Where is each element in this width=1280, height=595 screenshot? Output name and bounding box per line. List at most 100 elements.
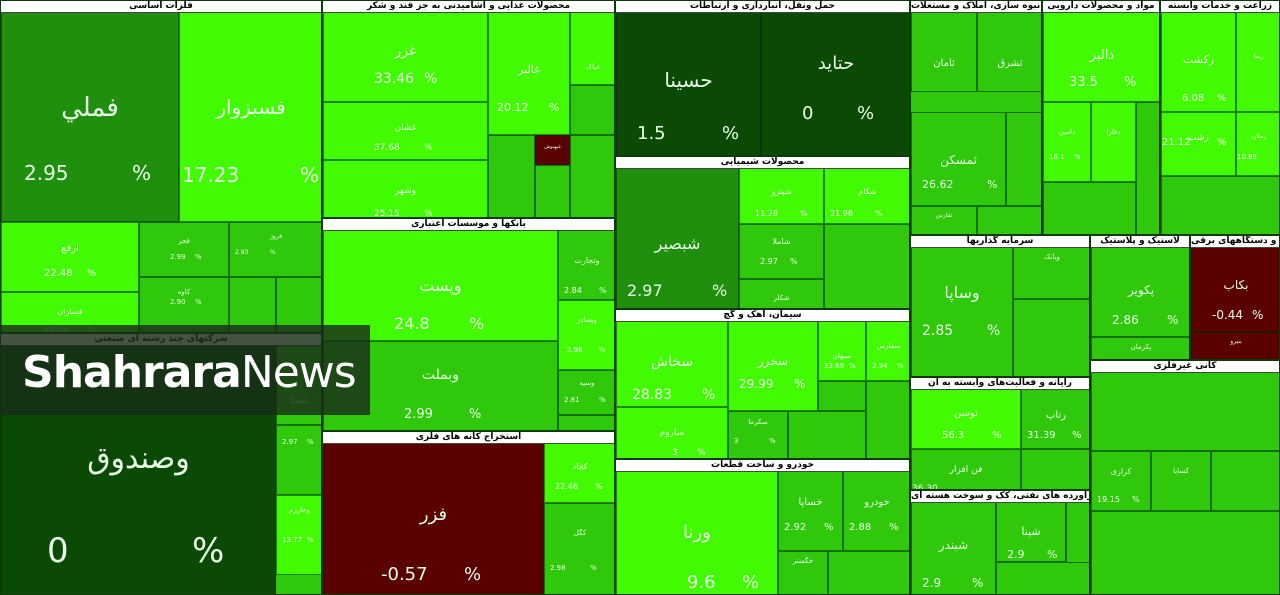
stock-tile[interactable]: شبندر 2.9% <box>911 502 996 594</box>
sector-title: فراورده های نفتی، کک و سوخت هسته ای <box>911 491 1089 503</box>
stock-symbol: غبهنوش <box>544 144 561 150</box>
sector-title: محصولات شیمیایی <box>616 157 909 169</box>
change-value: 56.3 <box>942 430 965 441</box>
stock-tile[interactable]: خساپا 2.92% <box>778 471 843 551</box>
stock-tile[interactable]: دفارا <box>1091 102 1136 182</box>
stock-tile[interactable]: حسينا 1.5% <box>616 12 761 155</box>
stock-symbol: ساروم <box>659 428 685 438</box>
change-value: 2.9 <box>1007 548 1025 561</box>
stock-symbol: فروژ <box>270 233 282 240</box>
stock-tile[interactable]: کرازی 19.15% <box>1091 451 1151 511</box>
stock-tile[interactable]: بنيرو <box>1191 332 1279 359</box>
stock-tile[interactable]: پکرمان <box>1091 337 1189 359</box>
sector-title: رایانه و فعالیت‌های وابسته به آن <box>911 378 1089 390</box>
stock-tile[interactable]: کچاد 22.46% <box>544 443 614 503</box>
stock-tile[interactable]: شکام 21.98% <box>824 168 909 224</box>
stock-symbol: غالبر <box>518 63 540 76</box>
stock-tile[interactable]: توسن 56.3% <box>911 389 1021 449</box>
stock-tile[interactable]: 2.97% <box>276 425 321 495</box>
stock-tile[interactable]: زكشت 6.08% <box>1161 12 1236 112</box>
filler-tile <box>996 562 1089 594</box>
change-value: 36.30 <box>912 484 938 490</box>
stock-tile[interactable]: دامين 16.1% <box>1043 102 1091 182</box>
stock-tile[interactable]: وشهر 25.15% <box>323 160 488 217</box>
stock-symbol: سخزر <box>757 354 789 368</box>
stock-tile[interactable]: کساپا <box>1151 451 1211 511</box>
stock-tile[interactable]: حتايد 0% <box>761 12 909 155</box>
stock-tile[interactable]: وخارزم 13.77% <box>276 495 321 575</box>
stock-tile[interactable]: رتاپ 31.39% <box>1021 389 1089 449</box>
stock-tile[interactable]: شپنا 2.9% <box>996 502 1066 562</box>
stock-tile[interactable]: شکلر <box>739 279 824 308</box>
stock-tile[interactable]: سخزر 29.99% <box>728 321 818 411</box>
stock-tile[interactable]: سفارس 2.94% <box>866 321 909 381</box>
stock-tile[interactable]: فزر -0.57% <box>323 443 544 594</box>
sector-0: فملي2.95%فسبزوار17.23%ارفع22.48%فسازان34… <box>0 0 322 333</box>
stock-tile[interactable]: وساپا 2.85% <box>911 247 1013 376</box>
percent-sign: % <box>897 362 904 370</box>
stock-tile[interactable]: فن افزار 36.30 <box>911 449 1021 490</box>
stock-tile[interactable]: ساروم 3% <box>616 407 728 458</box>
stock-tile[interactable]: غشان 37.68% <box>323 102 488 160</box>
stock-symbol: شپترو <box>771 187 792 196</box>
stock-tile[interactable]: فجر 2.99% <box>139 222 229 277</box>
percent-sign: % <box>800 209 808 218</box>
stock-tile[interactable]: ارفع 22.48% <box>1 222 139 292</box>
stock-tile[interactable]: غالبر 20.12% <box>488 12 570 135</box>
filler-tile <box>824 224 909 308</box>
stock-tile[interactable]: ثمسكن 26.62% <box>911 112 1006 206</box>
stock-tile[interactable]: ورنا 9.6% <box>616 471 778 594</box>
stock-tile[interactable]: سبهان 33.69% <box>818 321 866 381</box>
stock-tile[interactable]: وپست 24.8% <box>323 230 558 341</box>
stock-symbol: وشهر <box>394 186 416 196</box>
stock-tile[interactable]: دالبر 33.5% <box>1043 12 1159 102</box>
stock-tile[interactable]: غپاک <box>570 12 614 85</box>
stock-symbol: دالبر <box>1089 48 1115 63</box>
stock-symbol: رتاپ <box>1045 410 1067 421</box>
stock-tile[interactable]: کگل 2.98% <box>544 503 614 594</box>
change-value: 2.95 <box>24 161 69 185</box>
stock-tile[interactable]: سخاش 28.83% <box>616 321 728 407</box>
stock-tile[interactable]: ثشرق2.98% <box>977 12 1041 92</box>
stock-tile[interactable]: پکوير 2.86% <box>1091 247 1189 337</box>
stock-tile[interactable]: بكاب -0.44% <box>1191 247 1279 332</box>
stock-tile[interactable]: زبينا <box>1236 12 1279 112</box>
stock-tile[interactable]: شاملا 2.97% <box>739 224 824 279</box>
filler-tile <box>488 135 535 217</box>
stock-symbol: بكاب <box>1223 278 1249 292</box>
stock-tile[interactable]: زشت 21.12% <box>1161 112 1236 176</box>
stock-tile[interactable]: زملارد 10.85 <box>1236 112 1279 176</box>
stock-tile[interactable]: وتجارت 2.84% <box>558 230 614 300</box>
percent-sign: % <box>794 377 806 391</box>
change-value: 31.39 <box>1027 430 1056 441</box>
stock-tile[interactable]: وبصادر 2.98% <box>558 300 614 370</box>
stock-tile[interactable]: وبانک <box>1013 247 1089 299</box>
change-value: 20.12 <box>497 101 529 114</box>
stock-tile[interactable]: فملي 2.95% <box>1 12 179 222</box>
filler-tile <box>229 277 276 332</box>
stock-symbol: سکرما <box>748 418 768 426</box>
change-value: 33.5 <box>1069 75 1098 90</box>
stock-tile[interactable]: ثفارس <box>911 206 977 234</box>
stock-symbol: زشت <box>1188 133 1209 143</box>
stock-tile[interactable]: خودرو 2.88% <box>843 471 909 551</box>
stock-tile[interactable]: وسپه 2.81% <box>558 370 614 415</box>
stock-tile[interactable]: ثامان2.99% <box>911 12 977 92</box>
stock-tile[interactable]: فروژ 2.93% <box>229 222 321 277</box>
percent-sign: % <box>972 576 984 590</box>
stock-tile[interactable]: شپترو 11.28% <box>739 168 824 224</box>
stock-tile[interactable]: شبصير 2.97% <box>616 168 739 308</box>
stock-tile[interactable]: کاوه 2.90% <box>139 277 229 332</box>
percent-sign: % <box>599 286 607 295</box>
stock-tile[interactable]: سکرما 3% <box>728 411 788 458</box>
filler-tile <box>1021 449 1089 489</box>
change-value: -0.44 <box>1212 308 1244 322</box>
change-value: 2.92 <box>784 522 807 533</box>
stock-tile[interactable]: غزر 33.46% <box>323 12 488 102</box>
stock-symbol: کاوه <box>177 288 191 296</box>
stock-symbol: ثمسكن <box>940 153 977 167</box>
stock-tile[interactable]: خگستر <box>778 551 828 594</box>
percent-sign: % <box>195 253 202 261</box>
stock-tile[interactable]: فسبزوار 17.23% <box>179 12 321 222</box>
stock-tile[interactable]: غبهنوش <box>535 135 570 165</box>
